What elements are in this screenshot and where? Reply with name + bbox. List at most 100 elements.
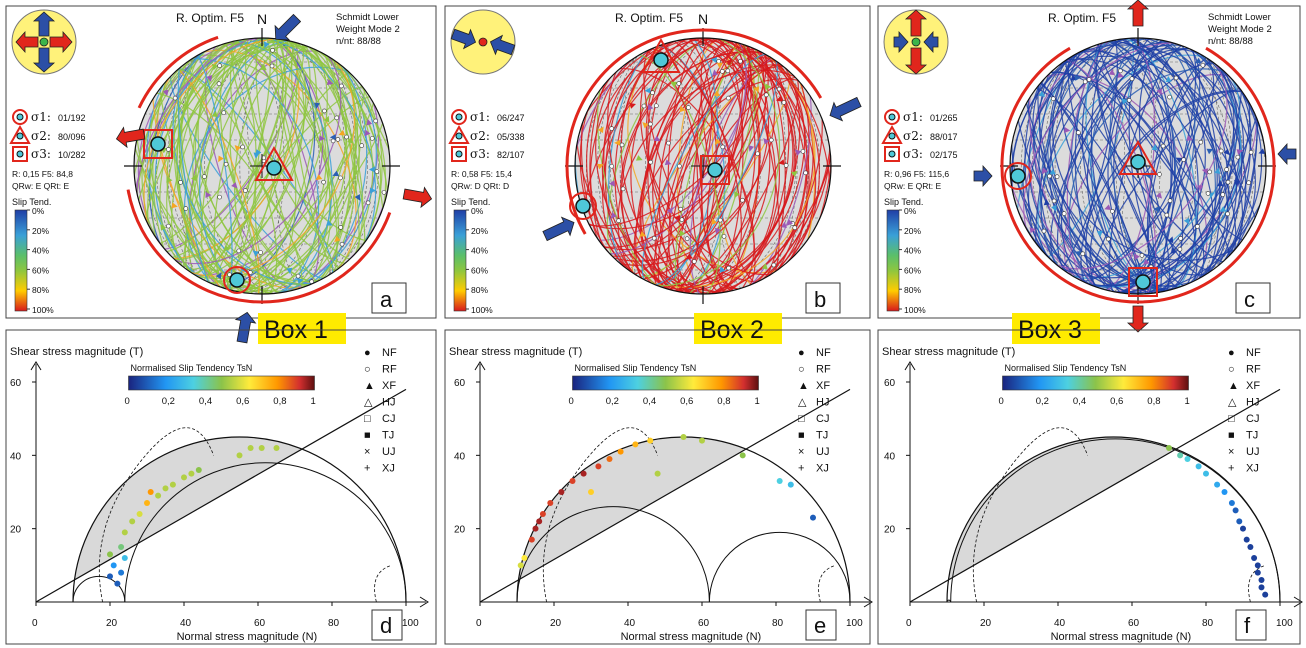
- pole-point: [684, 236, 690, 241]
- colorbar-tick-label: 0,2: [162, 396, 175, 407]
- sigma1-arrow-icon-shape: [450, 28, 477, 50]
- sigma1-direction-arrow: [274, 13, 302, 41]
- panel-letter-box: [805, 609, 837, 641]
- slip-isoline: [374, 564, 392, 603]
- sigma1-arrow-icon-shape: [893, 30, 909, 54]
- stress-point: [273, 445, 280, 451]
- pole-point: [373, 118, 378, 124]
- slip-vector: [666, 207, 673, 214]
- slip-legend-bar: [14, 209, 28, 312]
- slip-vector: [231, 182, 238, 189]
- pole-point: [1167, 198, 1173, 203]
- pole-point: [178, 180, 183, 185]
- sigma3-axis-marker: [1128, 267, 1158, 297]
- stress-point: [1262, 591, 1269, 598]
- colorbar-tick-label: 0,8: [717, 396, 730, 407]
- sigma3-direction-arrow-shape: [1126, 0, 1150, 27]
- symbol-legend-label: HJ: [382, 397, 395, 409]
- sigma2-axis-point: [1130, 154, 1146, 170]
- stress-point: [1221, 489, 1228, 495]
- stress-point: [588, 489, 594, 495]
- pole-point: [783, 163, 789, 168]
- slip-vector: [1096, 230, 1103, 238]
- pole-point: [359, 143, 365, 148]
- shaded-region: [73, 436, 406, 602]
- sigma-dot-icon: [455, 113, 463, 121]
- quality-line: QRw: E QRt: E: [884, 181, 941, 191]
- pole-point: [1177, 246, 1183, 252]
- fault-great-circle: [1074, 38, 1176, 294]
- slip-legend-title: Slip Tend.: [884, 197, 923, 207]
- symbol-legend-label: XJ: [816, 463, 829, 475]
- pole-point: [616, 218, 621, 224]
- sigma-dot-icon: [455, 150, 463, 158]
- symbol-legend-label: NF: [382, 347, 397, 359]
- stress-point: [107, 573, 113, 580]
- pole-point: [1061, 211, 1067, 216]
- slip-vector: [1143, 258, 1150, 265]
- ratio-line: R: 0,15 F5: 84,8: [12, 169, 73, 179]
- pole-point: [335, 137, 341, 142]
- slip-legend-tick-label: 40%: [471, 246, 488, 256]
- stress-point: [1203, 470, 1209, 477]
- pole-point: [1047, 173, 1052, 179]
- y-tick-label: 40: [884, 451, 896, 462]
- stress-point: [188, 470, 195, 477]
- slip-legend-tick-label: 20%: [32, 226, 49, 236]
- pole-point: [1118, 68, 1123, 74]
- y-tick-label: 20: [884, 525, 896, 536]
- symbol-legend-marker: +: [364, 463, 370, 475]
- sigma1-arrow-icon: [32, 47, 56, 73]
- stress-arc: [1000, 46, 1276, 304]
- pole-point: [676, 81, 682, 86]
- sigma1-direction-arrow-shape: [274, 13, 302, 41]
- slip-vector: [1223, 148, 1230, 156]
- symbol-legend-marker: +: [798, 463, 804, 475]
- symbol-legend-marker: △: [1228, 397, 1237, 409]
- panel-letter-box: [1235, 282, 1271, 314]
- slip-vector: [326, 79, 334, 86]
- sigma3-value: 10/282: [58, 150, 86, 160]
- slip-vector: [1049, 169, 1056, 175]
- slip-legend-tick-label: 80%: [471, 285, 488, 295]
- y-axis-title: Shear stress magnitude (T): [449, 346, 582, 358]
- mohr-circle: [950, 438, 1281, 603]
- stress-point: [107, 551, 113, 558]
- slip-vector: [647, 103, 654, 111]
- slip-legend-tick-label: 20%: [471, 226, 488, 236]
- slip-vector: [297, 278, 304, 285]
- slip-vector: [775, 95, 783, 102]
- weight-label: Weight Mode 2: [336, 24, 400, 35]
- slip-vector: [1167, 236, 1174, 244]
- slip-vector: [334, 235, 341, 243]
- fault-great-circle: [176, 38, 330, 294]
- sigma3-direction-arrow-shape: [402, 186, 433, 209]
- x-tick-label: 40: [1054, 618, 1066, 629]
- slip-vector: [781, 221, 788, 228]
- pole-point: [1200, 62, 1206, 68]
- symbol-legend-marker: ●: [1228, 347, 1235, 359]
- sigma1-marker-icon: [884, 109, 900, 125]
- pole-point: [270, 47, 275, 53]
- pole-point: [1041, 228, 1047, 234]
- pole-point: [236, 248, 242, 254]
- sigma1-direction-arrow: [973, 164, 993, 188]
- stress-point: [1240, 525, 1246, 532]
- x-tick-label: 100: [846, 618, 863, 629]
- pole-point: [1167, 94, 1172, 100]
- sigma-dot-icon: [16, 113, 24, 121]
- slip-isoline: [1248, 564, 1266, 603]
- stress-point: [114, 580, 121, 587]
- sigma1-axis-point: [1010, 168, 1026, 184]
- fault-great-circle: [1010, 38, 1177, 294]
- slip-vector: [1236, 149, 1244, 155]
- symbol-legend-label: XF: [1246, 380, 1260, 392]
- symbol-legend-marker: ○: [798, 364, 805, 376]
- stress-point: [787, 481, 794, 488]
- slip-vector: [1217, 180, 1224, 187]
- slip-vector: [166, 176, 173, 183]
- sigma3-axis-marker: [143, 129, 173, 159]
- slip-vector: [234, 144, 241, 152]
- method-label: R. Optim. F5: [615, 11, 683, 25]
